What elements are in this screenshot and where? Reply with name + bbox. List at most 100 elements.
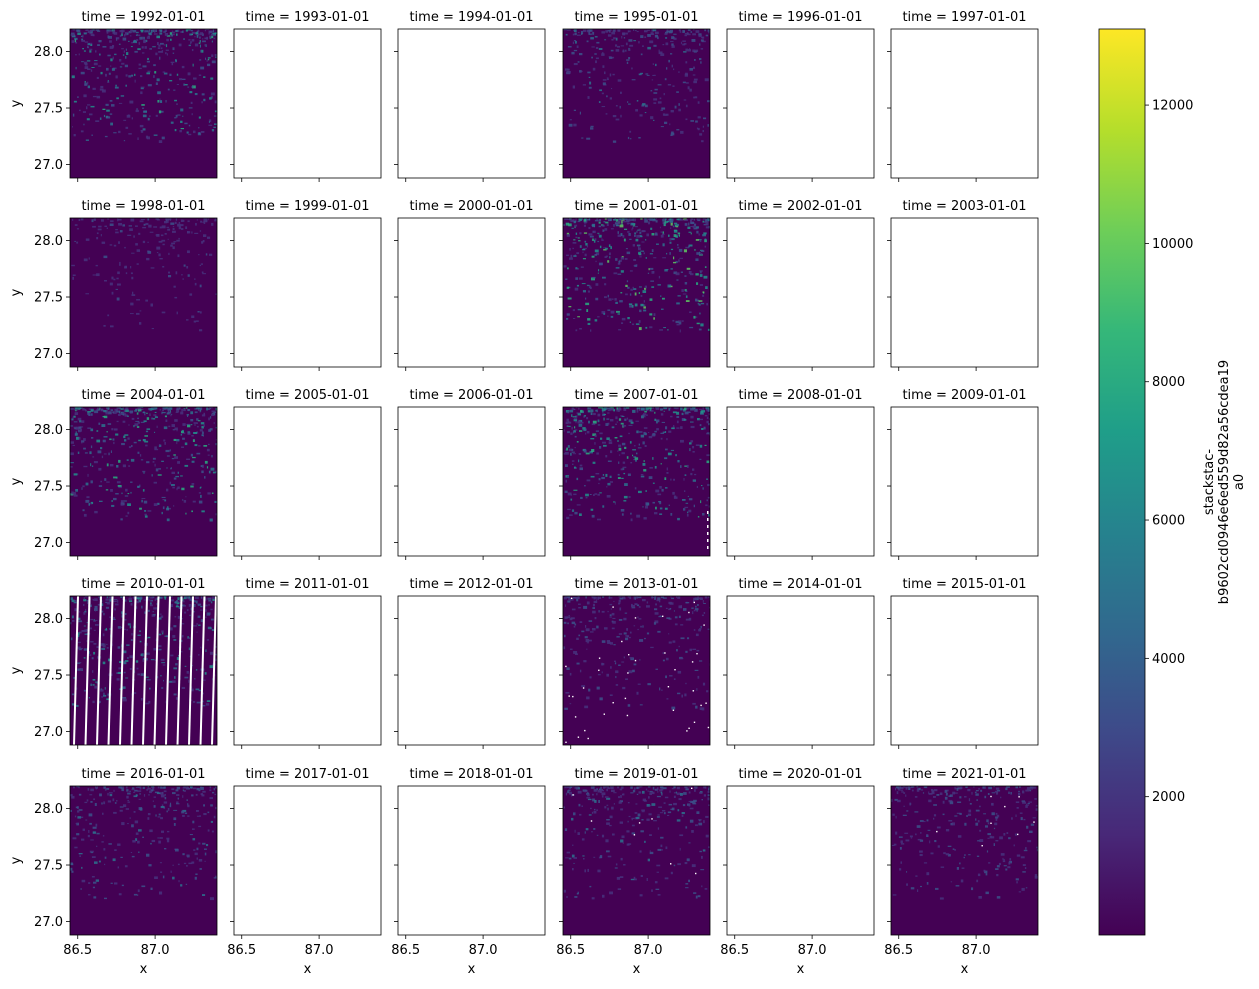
- heatmap-cell: [584, 869, 586, 872]
- heatmap-cell: [126, 808, 129, 810]
- heatmap-cell: [658, 101, 662, 103]
- heatmap-cell: [636, 453, 637, 455]
- heatmap-cell: [567, 287, 569, 289]
- heatmap-cell: [197, 858, 198, 860]
- heatmap-cell: [89, 114, 93, 116]
- heatmap-cell: [605, 423, 608, 426]
- heatmap-cell: [617, 786, 619, 788]
- heatmap-cell: [588, 291, 590, 293]
- heatmap-cell: [603, 408, 605, 410]
- heatmap-cell: [671, 428, 675, 430]
- heatmap-cell: [572, 228, 574, 229]
- missing-data-pixel: [583, 687, 584, 688]
- heatmap-cell: [580, 621, 583, 623]
- heatmap-cell: [96, 846, 97, 847]
- heatmap-cell: [181, 128, 184, 129]
- heatmap-cell: [1019, 891, 1021, 892]
- heatmap-cell: [156, 468, 159, 471]
- heatmap-cell: [93, 34, 95, 36]
- heatmap-cell: [148, 242, 149, 243]
- heatmap-cell: [157, 78, 160, 81]
- missing-data-pixel: [1017, 834, 1018, 835]
- heatmap-cell: [190, 615, 191, 616]
- heatmap-cell: [138, 409, 142, 411]
- heatmap-cell: [634, 445, 636, 446]
- heatmap-cell: [144, 501, 147, 504]
- heatmap-cell: [583, 29, 587, 32]
- heatmap-cell: [613, 37, 616, 39]
- heatmap-cell: [574, 50, 577, 51]
- heatmap-cell: [101, 648, 105, 650]
- heatmap-cell: [632, 324, 634, 326]
- heatmap-cell: [665, 449, 668, 451]
- heatmap-cell: [208, 812, 210, 814]
- heatmap-cell: [651, 32, 654, 35]
- heatmap-cell: [137, 263, 139, 265]
- heatmap-cell: [1026, 804, 1027, 805]
- heatmap-cell: [628, 704, 631, 707]
- heatmap-cell: [976, 790, 979, 791]
- heatmap-cell: [701, 39, 704, 41]
- heatmap-cell: [635, 304, 638, 307]
- heatmap-image: [70, 29, 219, 178]
- heatmap-cell: [659, 513, 662, 515]
- heatmap-cell: [103, 662, 106, 665]
- heatmap-cell: [699, 660, 702, 661]
- heatmap-cell: [150, 413, 151, 416]
- heatmap-cell: [121, 48, 124, 49]
- heatmap-cell: [79, 855, 81, 857]
- heatmap-cell: [673, 803, 677, 805]
- heatmap-cell: [124, 651, 127, 654]
- heatmap-cell: [208, 57, 211, 58]
- heatmap-cell: [673, 34, 676, 35]
- heatmap-cell: [599, 446, 601, 449]
- heatmap-cell: [620, 225, 624, 228]
- heatmap-cell: [657, 599, 660, 601]
- heatmap-cell: [606, 113, 608, 114]
- heatmap-cell: [136, 110, 139, 112]
- heatmap-cell: [627, 231, 629, 233]
- heatmap-cell: [566, 480, 568, 483]
- heatmap-cell: [137, 597, 140, 599]
- y-axis-label: y: [9, 288, 24, 296]
- panel-title: time = 1998-01-01: [81, 199, 205, 214]
- panel-frame: [398, 29, 545, 178]
- heatmap-cell: [623, 618, 626, 621]
- heatmap-cell: [674, 408, 677, 409]
- heatmap-cell: [691, 233, 692, 235]
- heatmap-cell: [136, 299, 140, 300]
- heatmap-cell: [121, 493, 122, 495]
- heatmap-cell: [612, 613, 615, 616]
- heatmap-cell: [170, 245, 173, 247]
- heatmap-cell: [957, 788, 959, 791]
- heatmap-cell: [139, 631, 141, 632]
- heatmap-cell: [162, 50, 163, 53]
- heatmap-cell: [696, 811, 699, 814]
- heatmap-cell: [663, 243, 665, 246]
- heatmap-cell: [648, 859, 650, 862]
- panel-title: time = 2009-01-01: [902, 388, 1026, 403]
- heatmap-cell: [198, 127, 199, 128]
- heatmap-cell: [961, 880, 964, 883]
- heatmap-cell: [653, 820, 657, 821]
- heatmap-cell: [173, 228, 175, 230]
- heatmap-cell: [977, 856, 979, 857]
- heatmap-cell: [673, 479, 675, 481]
- panel-frame: [727, 786, 874, 935]
- heatmap-cell: [100, 447, 102, 449]
- heatmap-cell: [211, 34, 213, 36]
- heatmap-cell: [581, 71, 583, 72]
- heatmap-cell: [182, 687, 185, 689]
- heatmap-cell: [177, 602, 179, 604]
- heatmap-cell: [629, 239, 631, 240]
- heatmap-cell: [919, 851, 923, 853]
- heatmap-cell: [602, 895, 605, 898]
- missing-data-pixel: [634, 834, 635, 835]
- heatmap-cell: [152, 787, 154, 790]
- heatmap-cell: [171, 62, 175, 63]
- heatmap-cell: [143, 439, 146, 441]
- heatmap-cell: [658, 807, 662, 808]
- heatmap-cell: [630, 441, 632, 444]
- heatmap-cell: [578, 237, 580, 238]
- heatmap-cell: [178, 616, 180, 619]
